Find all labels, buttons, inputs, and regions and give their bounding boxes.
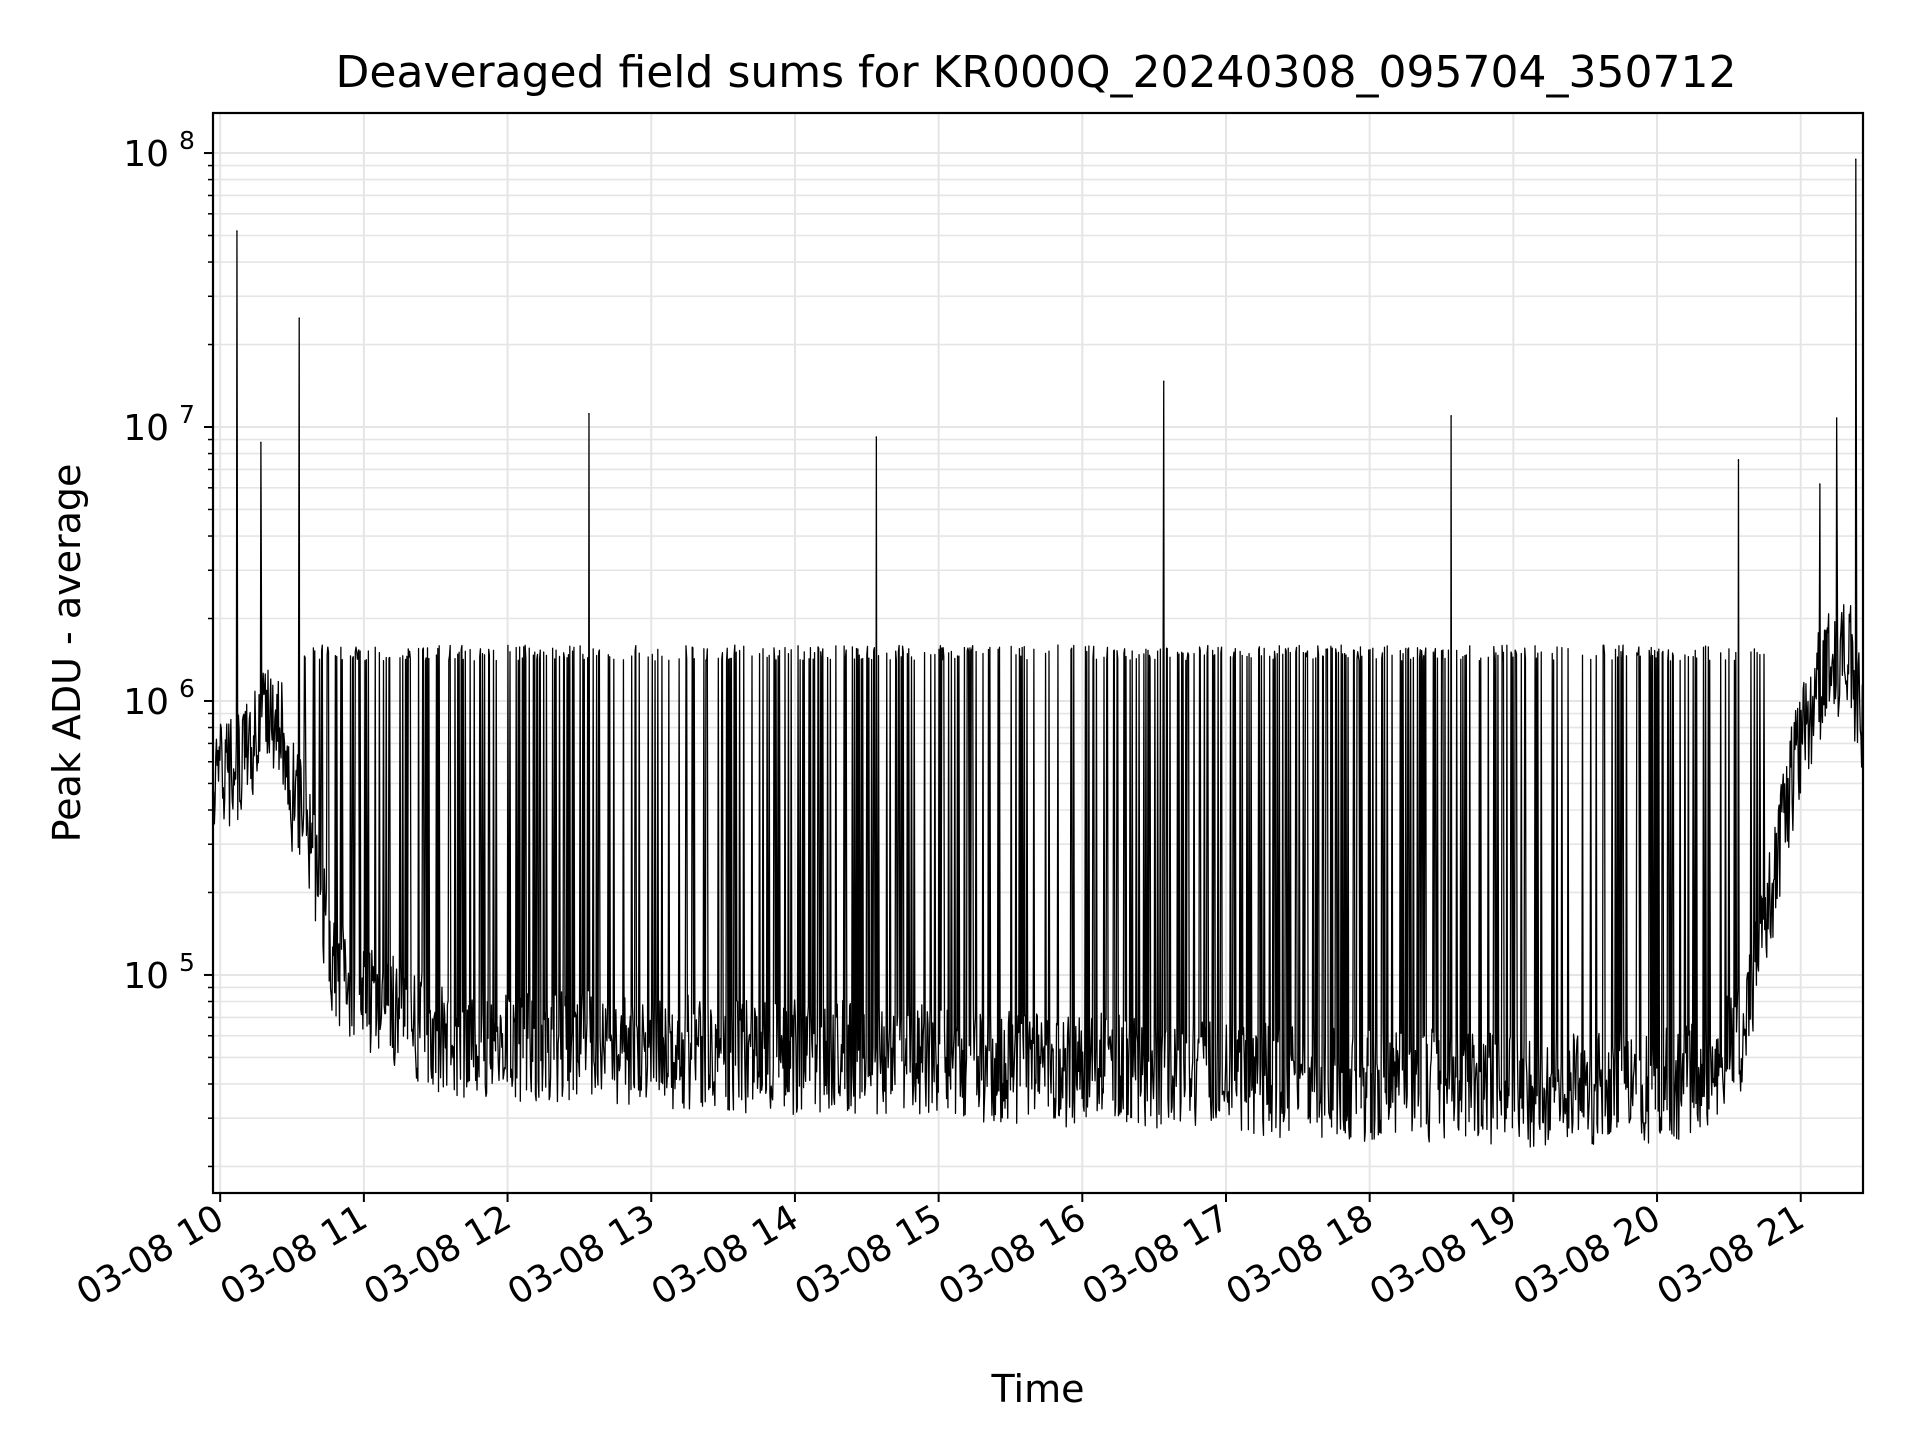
y-tick-exponent: 5 [179, 948, 195, 977]
x-tick-label: 03-08 18 [1220, 1197, 1381, 1313]
x-tick-label: 03-08 20 [1507, 1197, 1668, 1313]
x-tick-label: 03-08 17 [1076, 1197, 1237, 1313]
x-tick-label: 03-08 10 [70, 1197, 231, 1313]
y-axis-label: Peak ADU - average [45, 464, 89, 843]
chart-title: Deaveraged field sums for KR000Q_2024030… [336, 47, 1737, 98]
y-tick-exponent: 7 [179, 400, 195, 429]
y-tick-label: 10 [123, 682, 169, 723]
y-tick-label: 10 [123, 134, 169, 175]
x-tick-label: 03-08 15 [788, 1197, 949, 1313]
x-tick-label: 03-08 12 [357, 1197, 518, 1313]
series-layer [212, 158, 1864, 1148]
series-line [212, 158, 1864, 1148]
y-tick-label: 10 [123, 408, 169, 449]
x-tick-label: 03-08 14 [645, 1197, 806, 1313]
x-tick-label: 03-08 13 [501, 1197, 662, 1313]
x-tick-label: 03-08 21 [1651, 1197, 1812, 1313]
y-tick-exponent: 6 [179, 674, 195, 703]
y-axis: 10 5 10 6 10 7 10 8 [123, 126, 213, 1168]
x-tick-label: 03-08 11 [214, 1197, 375, 1313]
x-tick-label: 03-08 19 [1363, 1197, 1524, 1313]
y-tick-label: 10 [123, 956, 169, 997]
x-axis-label: Time [991, 1367, 1085, 1411]
y-tick-exponent: 8 [179, 126, 195, 155]
plot-frame [211, 111, 1865, 1195]
x-tick-label: 03-08 16 [932, 1197, 1093, 1313]
